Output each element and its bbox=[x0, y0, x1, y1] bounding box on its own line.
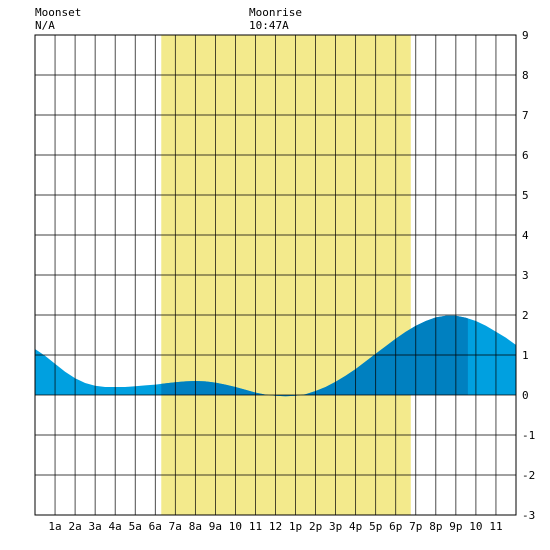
x-tick-label: 7a bbox=[169, 520, 182, 533]
y-tick-label: 3 bbox=[522, 269, 529, 282]
y-tick-label: 2 bbox=[522, 309, 529, 322]
x-tick-label: 10 bbox=[229, 520, 242, 533]
x-tick-label: 9p bbox=[449, 520, 462, 533]
x-tick-label: 8a bbox=[189, 520, 202, 533]
x-tick-label: 4p bbox=[349, 520, 362, 533]
x-tick-label: 11 bbox=[249, 520, 262, 533]
y-tick-label: -2 bbox=[522, 469, 535, 482]
x-tick-label: 3a bbox=[89, 520, 102, 533]
x-tick-label: 1a bbox=[48, 520, 61, 533]
x-tick-label: 1p bbox=[289, 520, 302, 533]
x-tick-label: 12 bbox=[269, 520, 282, 533]
y-tick-label: 4 bbox=[522, 229, 529, 242]
y-tick-label: 6 bbox=[522, 149, 529, 162]
tide-area-day bbox=[161, 315, 468, 397]
y-tick-labels: -3 -2 -1 0 1 2 3 4 5 6 7 8 9 bbox=[522, 29, 535, 522]
x-tick-label: 10 bbox=[469, 520, 482, 533]
y-tick-label: 8 bbox=[522, 69, 529, 82]
moonset-label: Moonset bbox=[35, 6, 81, 19]
x-tick-label: 8p bbox=[429, 520, 442, 533]
x-tick-label: 3p bbox=[329, 520, 342, 533]
plot-frame bbox=[34, 34, 517, 516]
x-tick-label: 6p bbox=[389, 520, 402, 533]
moonrise-value: 10:47A bbox=[249, 19, 289, 32]
y-tick-label: 0 bbox=[522, 389, 529, 402]
y-tick-label: 9 bbox=[522, 29, 529, 42]
x-tick-label: 2a bbox=[68, 520, 81, 533]
y-tick-label: -3 bbox=[522, 509, 535, 522]
x-tick-label: 5a bbox=[129, 520, 142, 533]
moonrise-label: Moonrise bbox=[249, 6, 302, 19]
x-tick-label: 9a bbox=[209, 520, 222, 533]
y-tick-label: 7 bbox=[522, 109, 529, 122]
x-tick-label: 7p bbox=[409, 520, 422, 533]
y-tick-label: -1 bbox=[522, 429, 535, 442]
grid-group bbox=[34, 34, 517, 516]
x-tick-label: 6a bbox=[149, 520, 162, 533]
moonset-value: N/A bbox=[35, 19, 55, 32]
x-tick-label: 5p bbox=[369, 520, 382, 533]
x-tick-label: 4a bbox=[109, 520, 122, 533]
x-tick-label: 11 bbox=[489, 520, 502, 533]
x-tick-label: 2p bbox=[309, 520, 322, 533]
y-tick-label: 1 bbox=[522, 349, 529, 362]
x-tick-labels: 1a 2a 3a 4a 5a 6a 7a 8a 9a 10 11 12 1p 2p 3p 4p 5p 6p 7p 8p… bbox=[48, 520, 502, 533]
y-tick-label: 5 bbox=[522, 189, 529, 202]
